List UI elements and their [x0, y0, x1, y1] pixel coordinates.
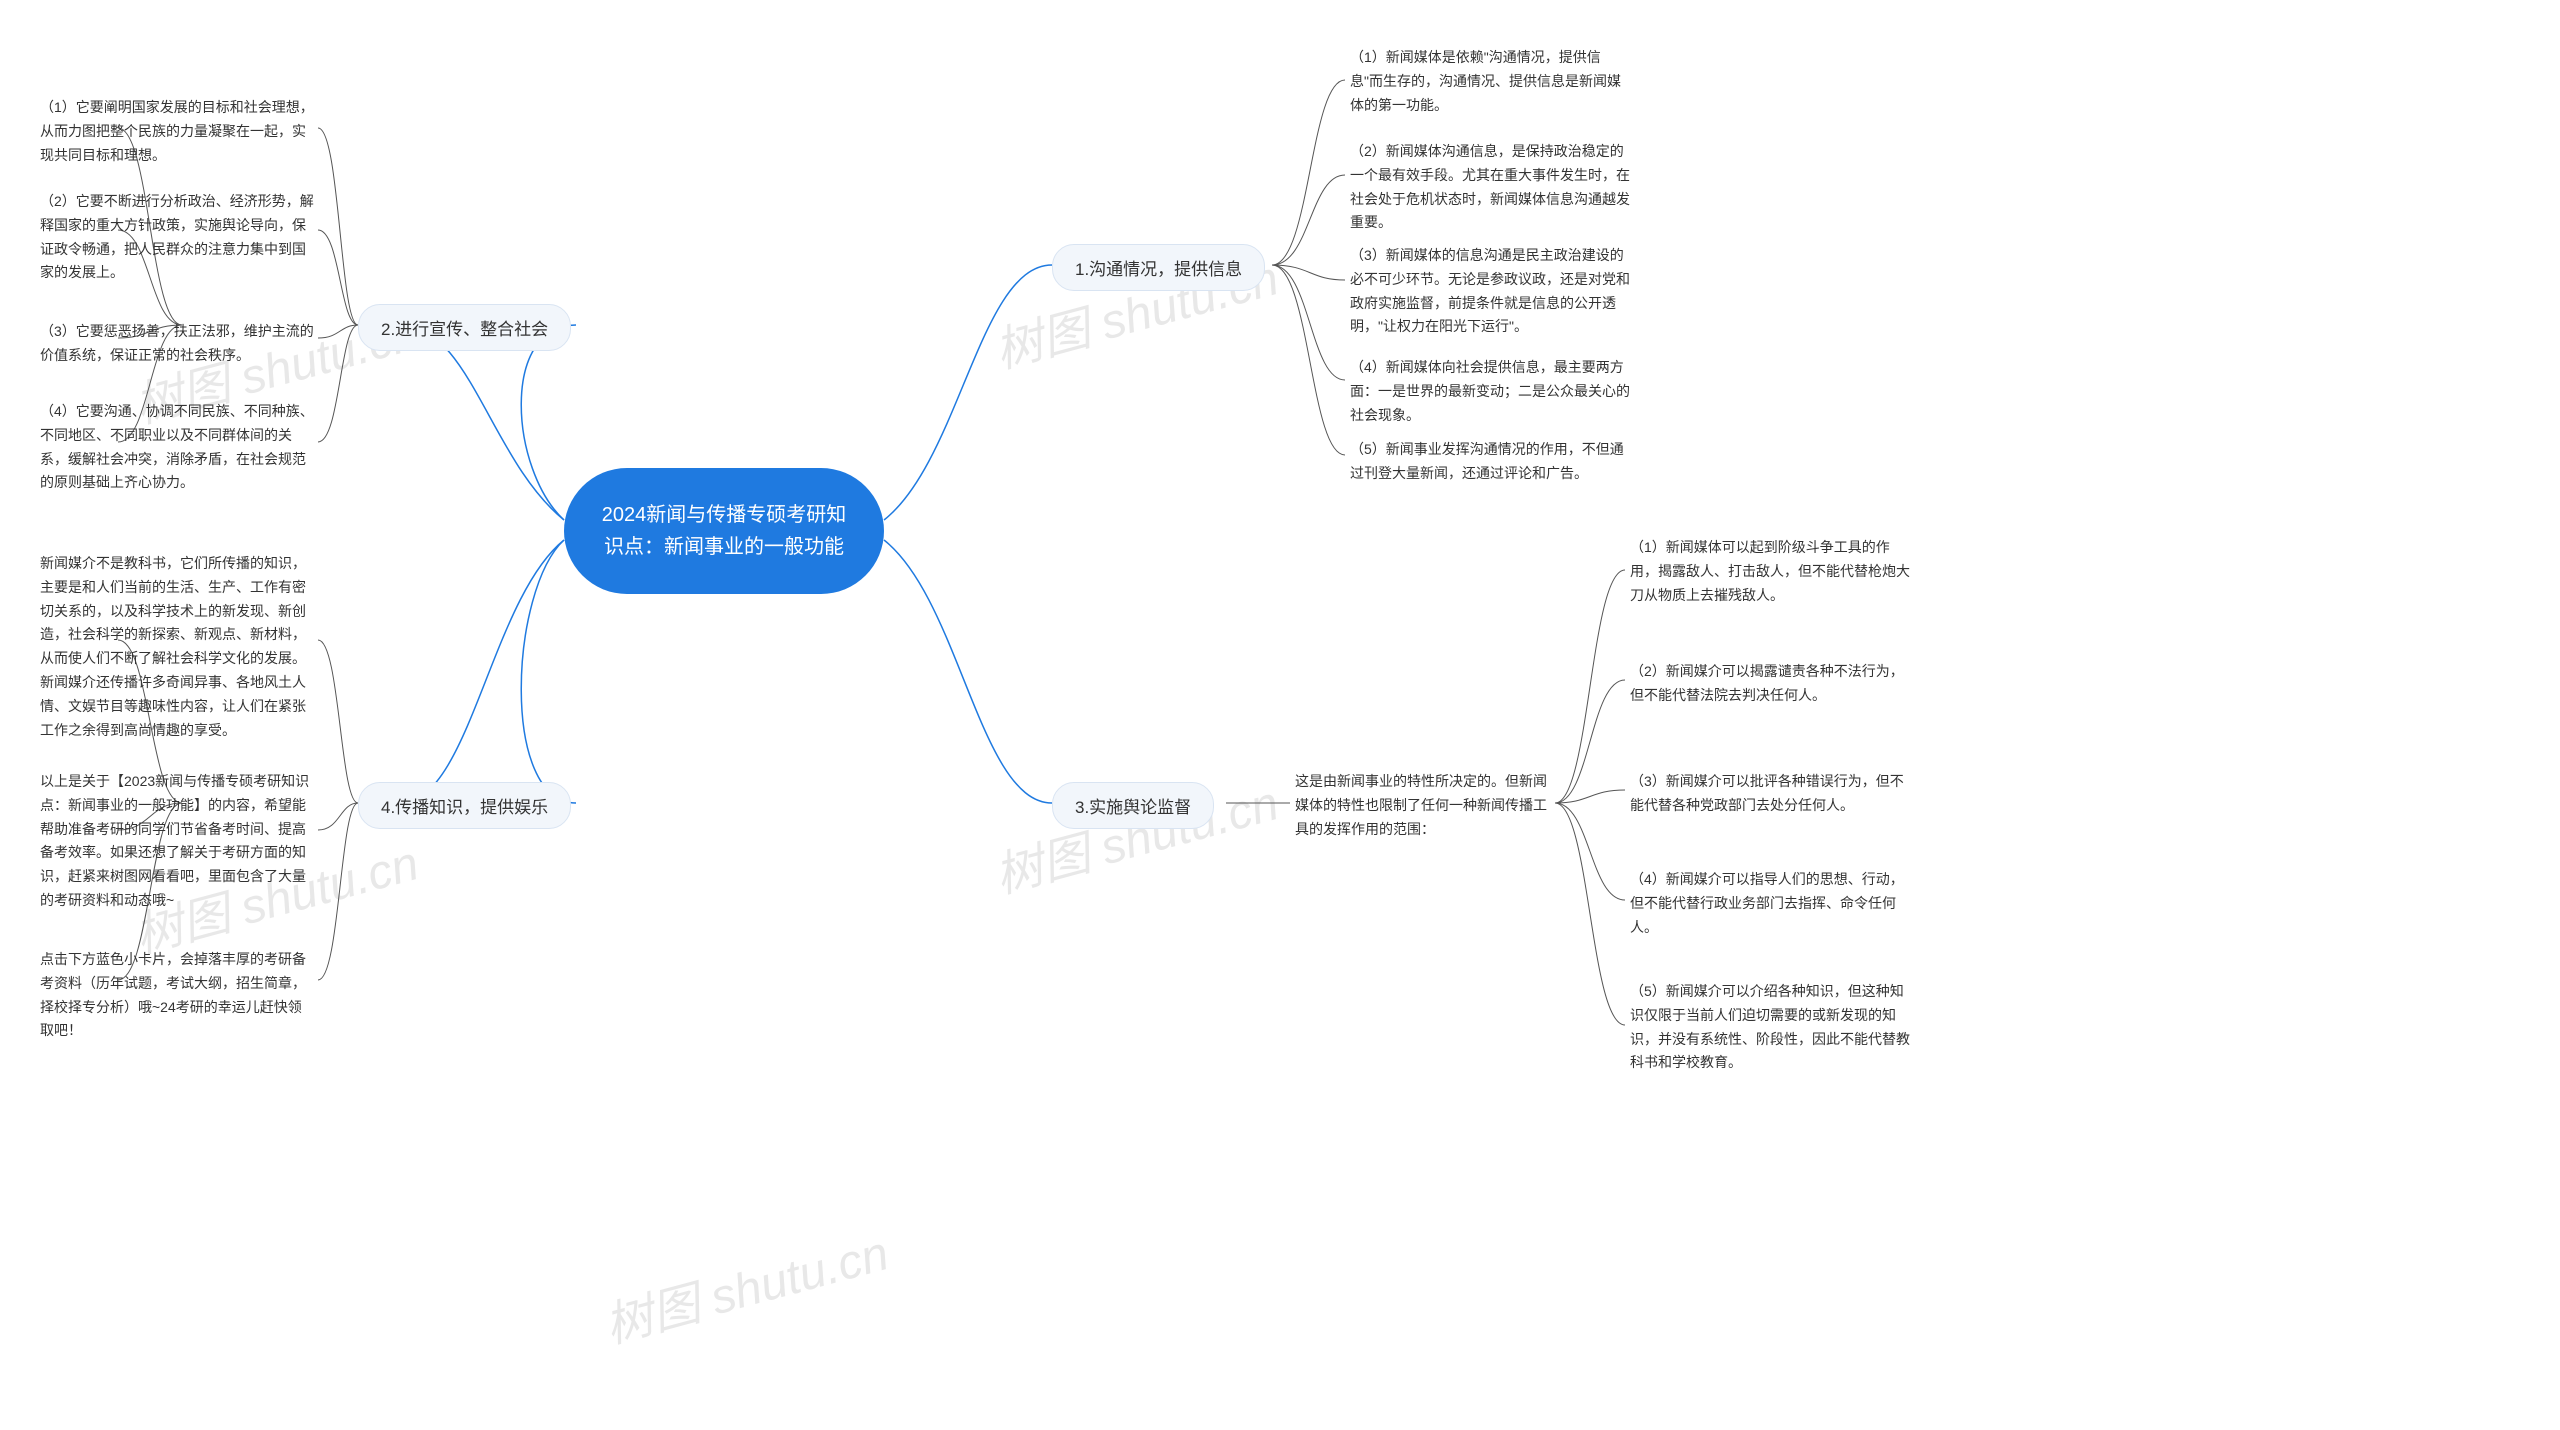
leaf-node: （1）新闻媒体可以起到阶级斗争工具的作用，揭露敌人、打击敌人，但不能代替枪炮大刀… — [1630, 536, 1910, 607]
watermark: 树图 shutu.cn — [596, 1214, 895, 1357]
branch-node-2: 2.进行宣传、整合社会 — [358, 304, 571, 351]
leaf-node: （5）新闻媒介可以介绍各种知识，但这种知识仅限于当前人们迫切需要的或新发现的知识… — [1630, 980, 1910, 1075]
branch-label: 3.实施舆论监督 — [1075, 798, 1191, 817]
leaf-node: （3）它要惩恶扬善，扶正法邪，维护主流的价值系统，保证正常的社会秩序。 — [40, 320, 315, 368]
leaf-node: （1）它要阐明国家发展的目标和社会理想，从而力图把整个民族的力量凝聚在一起，实现… — [40, 96, 315, 167]
leaf-node: （4）新闻媒体向社会提供信息，最主要两方面：一是世界的最新变动；二是公众最关心的… — [1350, 356, 1630, 427]
leaf-node-intro: 这是由新闻事业的特性所决定的。但新闻媒体的特性也限制了任何一种新闻传播工具的发挥… — [1295, 770, 1555, 841]
branch-node-1: 1.沟通情况，提供信息 — [1052, 244, 1265, 291]
leaf-node: （3）新闻媒介可以批评各种错误行为，但不能代替各种党政部门去处分任何人。 — [1630, 770, 1910, 818]
leaf-node: 点击下方蓝色小卡片，会掉落丰厚的考研备考资料（历年试题，考试大纲，招生简章，择校… — [40, 948, 315, 1043]
center-title: 2024新闻与传播专硕考研知识点：新闻事业的一般功能 — [594, 499, 854, 563]
leaf-node: （3）新闻媒体的信息沟通是民主政治建设的必不可少环节。无论是参政议政，还是对党和… — [1350, 244, 1630, 339]
leaf-node: 以上是关于【2023新闻与传播专硕考研知识点：新闻事业的一般功能】的内容，希望能… — [40, 770, 315, 913]
branch-node-3: 3.实施舆论监督 — [1052, 782, 1214, 829]
branch-node-4: 4.传播知识，提供娱乐 — [358, 782, 571, 829]
leaf-node: （4）新闻媒介可以指导人们的思想、行动，但不能代替行政业务部门去指挥、命令任何人… — [1630, 868, 1910, 939]
leaf-node: （2）新闻媒介可以揭露谴责各种不法行为，但不能代替法院去判决任何人。 — [1630, 660, 1910, 708]
mindmap-center-node: 2024新闻与传播专硕考研知识点：新闻事业的一般功能 — [564, 468, 884, 594]
leaf-node: （1）新闻媒体是依赖"沟通情况，提供信息"而生存的，沟通情况、提供信息是新闻媒体… — [1350, 46, 1630, 117]
leaf-node: （4）它要沟通、协调不同民族、不同种族、不同地区、不同职业以及不同群体间的关系，… — [40, 400, 315, 495]
branch-label: 4.传播知识，提供娱乐 — [381, 798, 548, 817]
branch-label: 2.进行宣传、整合社会 — [381, 320, 548, 339]
mindmap-connectors — [0, 0, 2560, 1430]
leaf-node: （2）新闻媒体沟通信息，是保持政治稳定的一个最有效手段。尤其在重大事件发生时，在… — [1350, 140, 1630, 235]
branch-label: 1.沟通情况，提供信息 — [1075, 260, 1242, 279]
leaf-node: 新闻媒介不是教科书，它们所传播的知识，主要是和人们当前的生活、生产、工作有密切关… — [40, 552, 315, 742]
leaf-node: （2）它要不断进行分析政治、经济形势，解释国家的重大方针政策，实施舆论导向，保证… — [40, 190, 315, 285]
leaf-node: （5）新闻事业发挥沟通情况的作用，不但通过刊登大量新闻，还通过评论和广告。 — [1350, 438, 1630, 486]
